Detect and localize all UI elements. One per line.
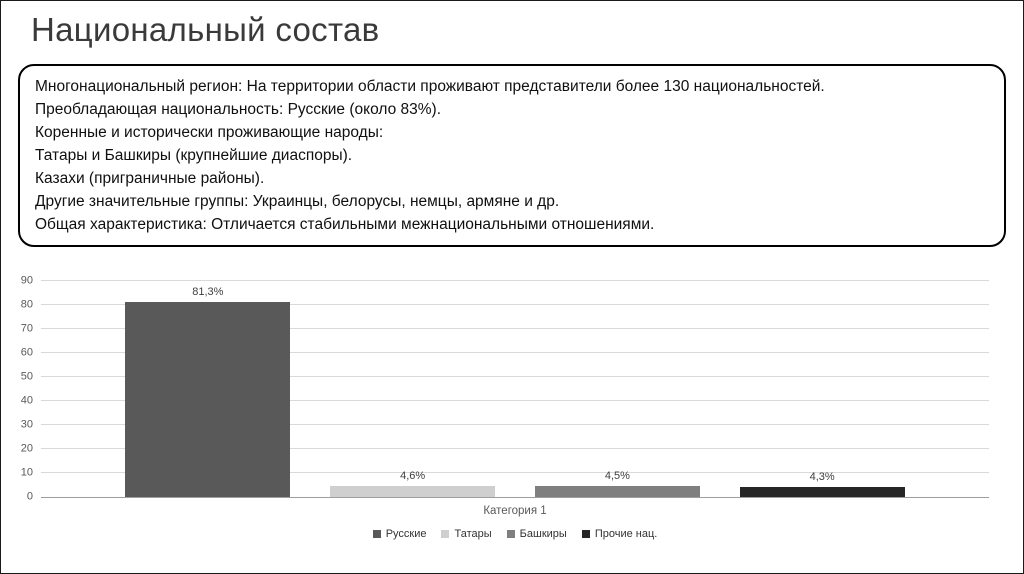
info-line: Татары и Башкиры (крупнейшие диаспоры). — [35, 147, 353, 164]
legend-item: Башкиры — [506, 528, 567, 540]
y-tick-label: 70 — [20, 322, 33, 335]
gridline — [41, 328, 989, 329]
legend-label: Русские — [385, 528, 427, 540]
gridline — [41, 280, 989, 281]
gridline — [41, 400, 989, 401]
bar — [534, 486, 700, 497]
info-line: Преобладающая национальность: Русские (о… — [35, 101, 441, 118]
bars-container: 81,3% 4,6% 4,5% 4,3% — [41, 281, 989, 497]
legend-swatch — [441, 530, 450, 538]
page-title: Национальный состав — [31, 11, 380, 48]
bar-group-3: 4,3% — [739, 281, 905, 497]
bar-value-label: 81,3% — [192, 285, 224, 298]
gridline — [41, 448, 989, 449]
info-line: Казахи (приграничные районы). — [35, 170, 265, 187]
info-line: Другие значительные группы: Украинцы, бе… — [35, 193, 560, 210]
info-line: Многонациональный регион: На территории … — [35, 78, 825, 95]
gridline — [41, 376, 989, 377]
bar-value-label: 4,5% — [604, 470, 630, 483]
legend-label: Татары — [454, 528, 492, 540]
bar-group-0: 81,3% — [125, 281, 291, 497]
bar — [330, 485, 496, 497]
legend-label: Прочие нац. — [594, 528, 658, 540]
legend-swatch — [372, 530, 381, 538]
legend-label: Башкиры — [519, 528, 567, 540]
bar-group-2: 4,5% — [534, 281, 700, 497]
y-tick-label: 10 — [20, 466, 33, 479]
y-tick-label: 60 — [20, 346, 33, 359]
gridline — [41, 352, 989, 354]
y-tick-label: 80 — [20, 298, 33, 311]
y-tick-label: 0 — [26, 490, 33, 503]
legend-item: Татары — [441, 528, 492, 540]
bar-value-label: 4,3% — [809, 470, 835, 483]
y-tick-label: 90 — [20, 274, 33, 287]
y-tick-label: 30 — [20, 418, 33, 431]
info-box: Многонациональный регион: На территории … — [18, 64, 1006, 247]
legend-item: Прочие нац. — [581, 528, 658, 540]
chart-legend: Русские Татары Башкиры Прочие нац. — [9, 528, 989, 540]
bar-chart: 0 10 20 30 40 50 60 70 80 90 81,3% 4,6% 4,5% 4,3% Ка… — [9, 275, 989, 540]
bar-group-1: 4,6% — [330, 281, 496, 497]
legend-swatch — [581, 530, 590, 538]
bar — [125, 301, 291, 497]
plot-row: 0 10 20 30 40 50 60 70 80 90 81,3% 4,6% 4,5% 4,3% — [9, 275, 989, 502]
gridline — [41, 472, 989, 473]
legend-item: Русские — [372, 528, 427, 540]
y-tick-label: 20 — [20, 442, 33, 455]
info-line: Общая характеристика: Отличается стабиль… — [35, 216, 655, 233]
bar-value-label: 4,6% — [400, 469, 426, 482]
legend-swatch — [506, 530, 515, 538]
y-tick-label: 40 — [20, 394, 33, 407]
x-axis-label: Категория 1 — [483, 505, 547, 517]
bar — [739, 486, 905, 497]
y-axis: 0 10 20 30 40 50 60 70 80 90 — [9, 275, 41, 502]
y-tick-label: 50 — [20, 370, 33, 383]
info-line: Коренные и исторически проживающие народ… — [35, 124, 384, 141]
gridline — [41, 304, 989, 305]
gridline — [41, 424, 989, 426]
plot-area: 81,3% 4,6% 4,5% 4,3% — [41, 280, 989, 498]
